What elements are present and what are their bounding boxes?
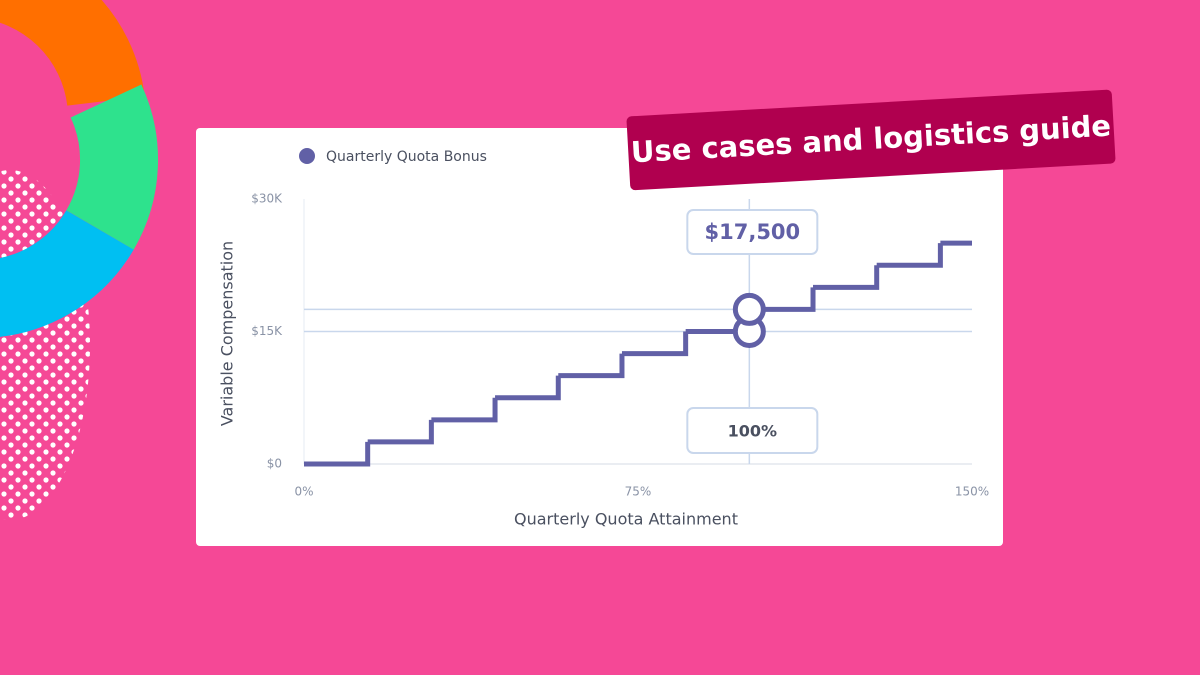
step-segment xyxy=(876,243,943,268)
chart: $0 $15K $30K 0% 75% 150% Quarterly Quota Attai… xyxy=(218,148,989,529)
step-segment xyxy=(495,375,561,401)
y-tick-label: $0 xyxy=(267,457,282,471)
tooltip-y-box xyxy=(686,209,819,255)
chart-card xyxy=(196,128,1003,546)
y-tick-label: $15K xyxy=(251,324,283,338)
banner-box xyxy=(626,89,1116,191)
x-tick-label: 75% xyxy=(625,485,652,499)
legend-swatch xyxy=(299,148,315,164)
tooltip-y-label: $17,500 xyxy=(705,220,801,244)
x-tick-label: 0% xyxy=(294,485,313,499)
banner: Use cases and logistics guide xyxy=(626,89,1116,191)
step-segment xyxy=(749,287,816,312)
y-axis-title: Variable Compensation xyxy=(218,241,237,426)
step-segment xyxy=(558,353,625,379)
y-tick-label: $30K xyxy=(251,192,283,206)
step-segment xyxy=(621,331,689,357)
legend-label: Quarterly Quota Bonus xyxy=(326,149,487,165)
step-segment xyxy=(304,441,371,467)
tooltip-x-label: 100% xyxy=(728,422,777,441)
step-segment xyxy=(431,397,498,423)
tooltip-x-box xyxy=(686,407,819,454)
x-tick-label: 150% xyxy=(955,485,989,499)
crosshair-point-high xyxy=(732,292,766,326)
x-axis-title: Quarterly Quota Attainment xyxy=(514,510,738,529)
ring-decoration xyxy=(0,0,159,337)
step-segment xyxy=(813,265,880,290)
step-segment xyxy=(367,419,434,445)
